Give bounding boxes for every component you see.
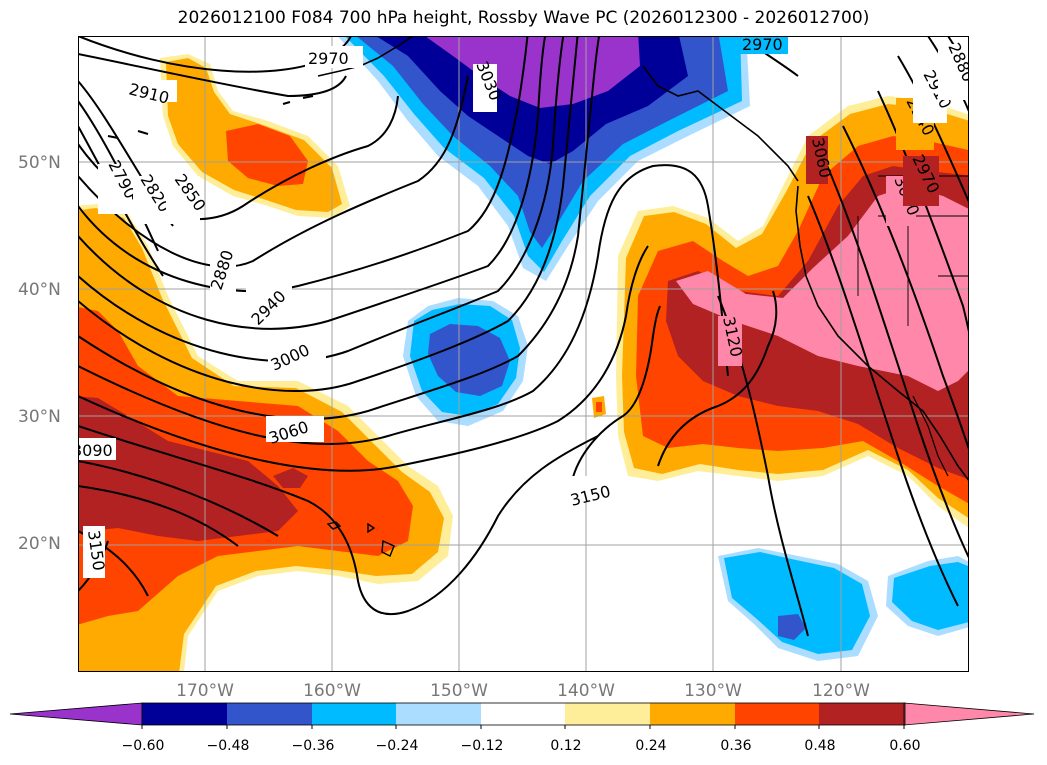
lon-label-140w: 140°W	[557, 681, 615, 701]
lat-label-40n: 40°N	[18, 280, 61, 300]
colorbar-extend-high	[903, 702, 1035, 726]
colorbar-segment	[481, 703, 567, 725]
map-panel: 2970 3030 2910 2790 2820 2850 2880 2940 …	[78, 36, 969, 672]
colorbar-segment	[819, 703, 905, 725]
colorbar-segment	[312, 703, 398, 725]
aleutian-islands	[317, 36, 414, 77]
lat-label-30n: 30°N	[18, 407, 61, 427]
contour-label: 2970	[742, 36, 783, 54]
colorbar-tick-label: −0.12	[460, 738, 504, 754]
graticule	[78, 36, 969, 672]
colorbar-tick-label: 0.24	[635, 738, 667, 754]
colorbar-tick-label: −0.48	[206, 738, 250, 754]
lon-label-160w: 160°W	[303, 681, 361, 701]
colorbar-tick-label: −0.60	[121, 738, 165, 754]
west-coast	[795, 185, 969, 482]
colorbar-tick-label: −0.36	[291, 738, 335, 754]
contour-labels: 2970 3030 2910 2790 2820 2850 2880 2940 …	[78, 36, 969, 578]
map-title: 2026012100 F084 700 hPa height, Rossby W…	[177, 8, 870, 28]
colorbar-frame	[141, 702, 906, 726]
colorbar-tick-label: 0.60	[889, 738, 921, 754]
colorbar-segment	[735, 703, 821, 725]
colorbar-extend-low	[10, 702, 143, 726]
negative-anomaly-north	[337, 36, 750, 281]
colorbar-tick-label: −0.24	[375, 738, 419, 754]
positive-anomaly-small	[592, 396, 606, 418]
contour-label: 3090	[78, 441, 113, 460]
colorbar	[10, 702, 1035, 729]
negative-anomaly-south	[718, 548, 969, 661]
colorbar-tick-label: 0.36	[720, 738, 752, 754]
colorbar-ticks	[141, 725, 905, 729]
lon-label-170w: 170°W	[176, 681, 234, 701]
positive-anomaly-east	[616, 96, 969, 529]
colorbar-tick-label: 0.48	[804, 738, 836, 754]
colorbar-segment	[142, 703, 228, 725]
colorbar-segment	[650, 703, 736, 725]
lat-label-20n: 20°N	[18, 534, 61, 554]
colorbar-segment	[396, 703, 482, 725]
lon-label-120w: 120°W	[812, 681, 870, 701]
map-frame	[78, 36, 969, 672]
lat-label-50n: 50°N	[18, 153, 61, 173]
colorbar-segment	[565, 703, 651, 725]
colorbar-segment	[227, 703, 313, 725]
lon-label-150w: 150°W	[430, 681, 488, 701]
hawaii-islands	[326, 521, 395, 557]
contour-label: 2970	[308, 49, 349, 68]
lon-label-130w: 130°W	[684, 681, 742, 701]
coastlines	[107, 36, 969, 557]
colorbar-tick-label: 0.12	[550, 738, 582, 754]
